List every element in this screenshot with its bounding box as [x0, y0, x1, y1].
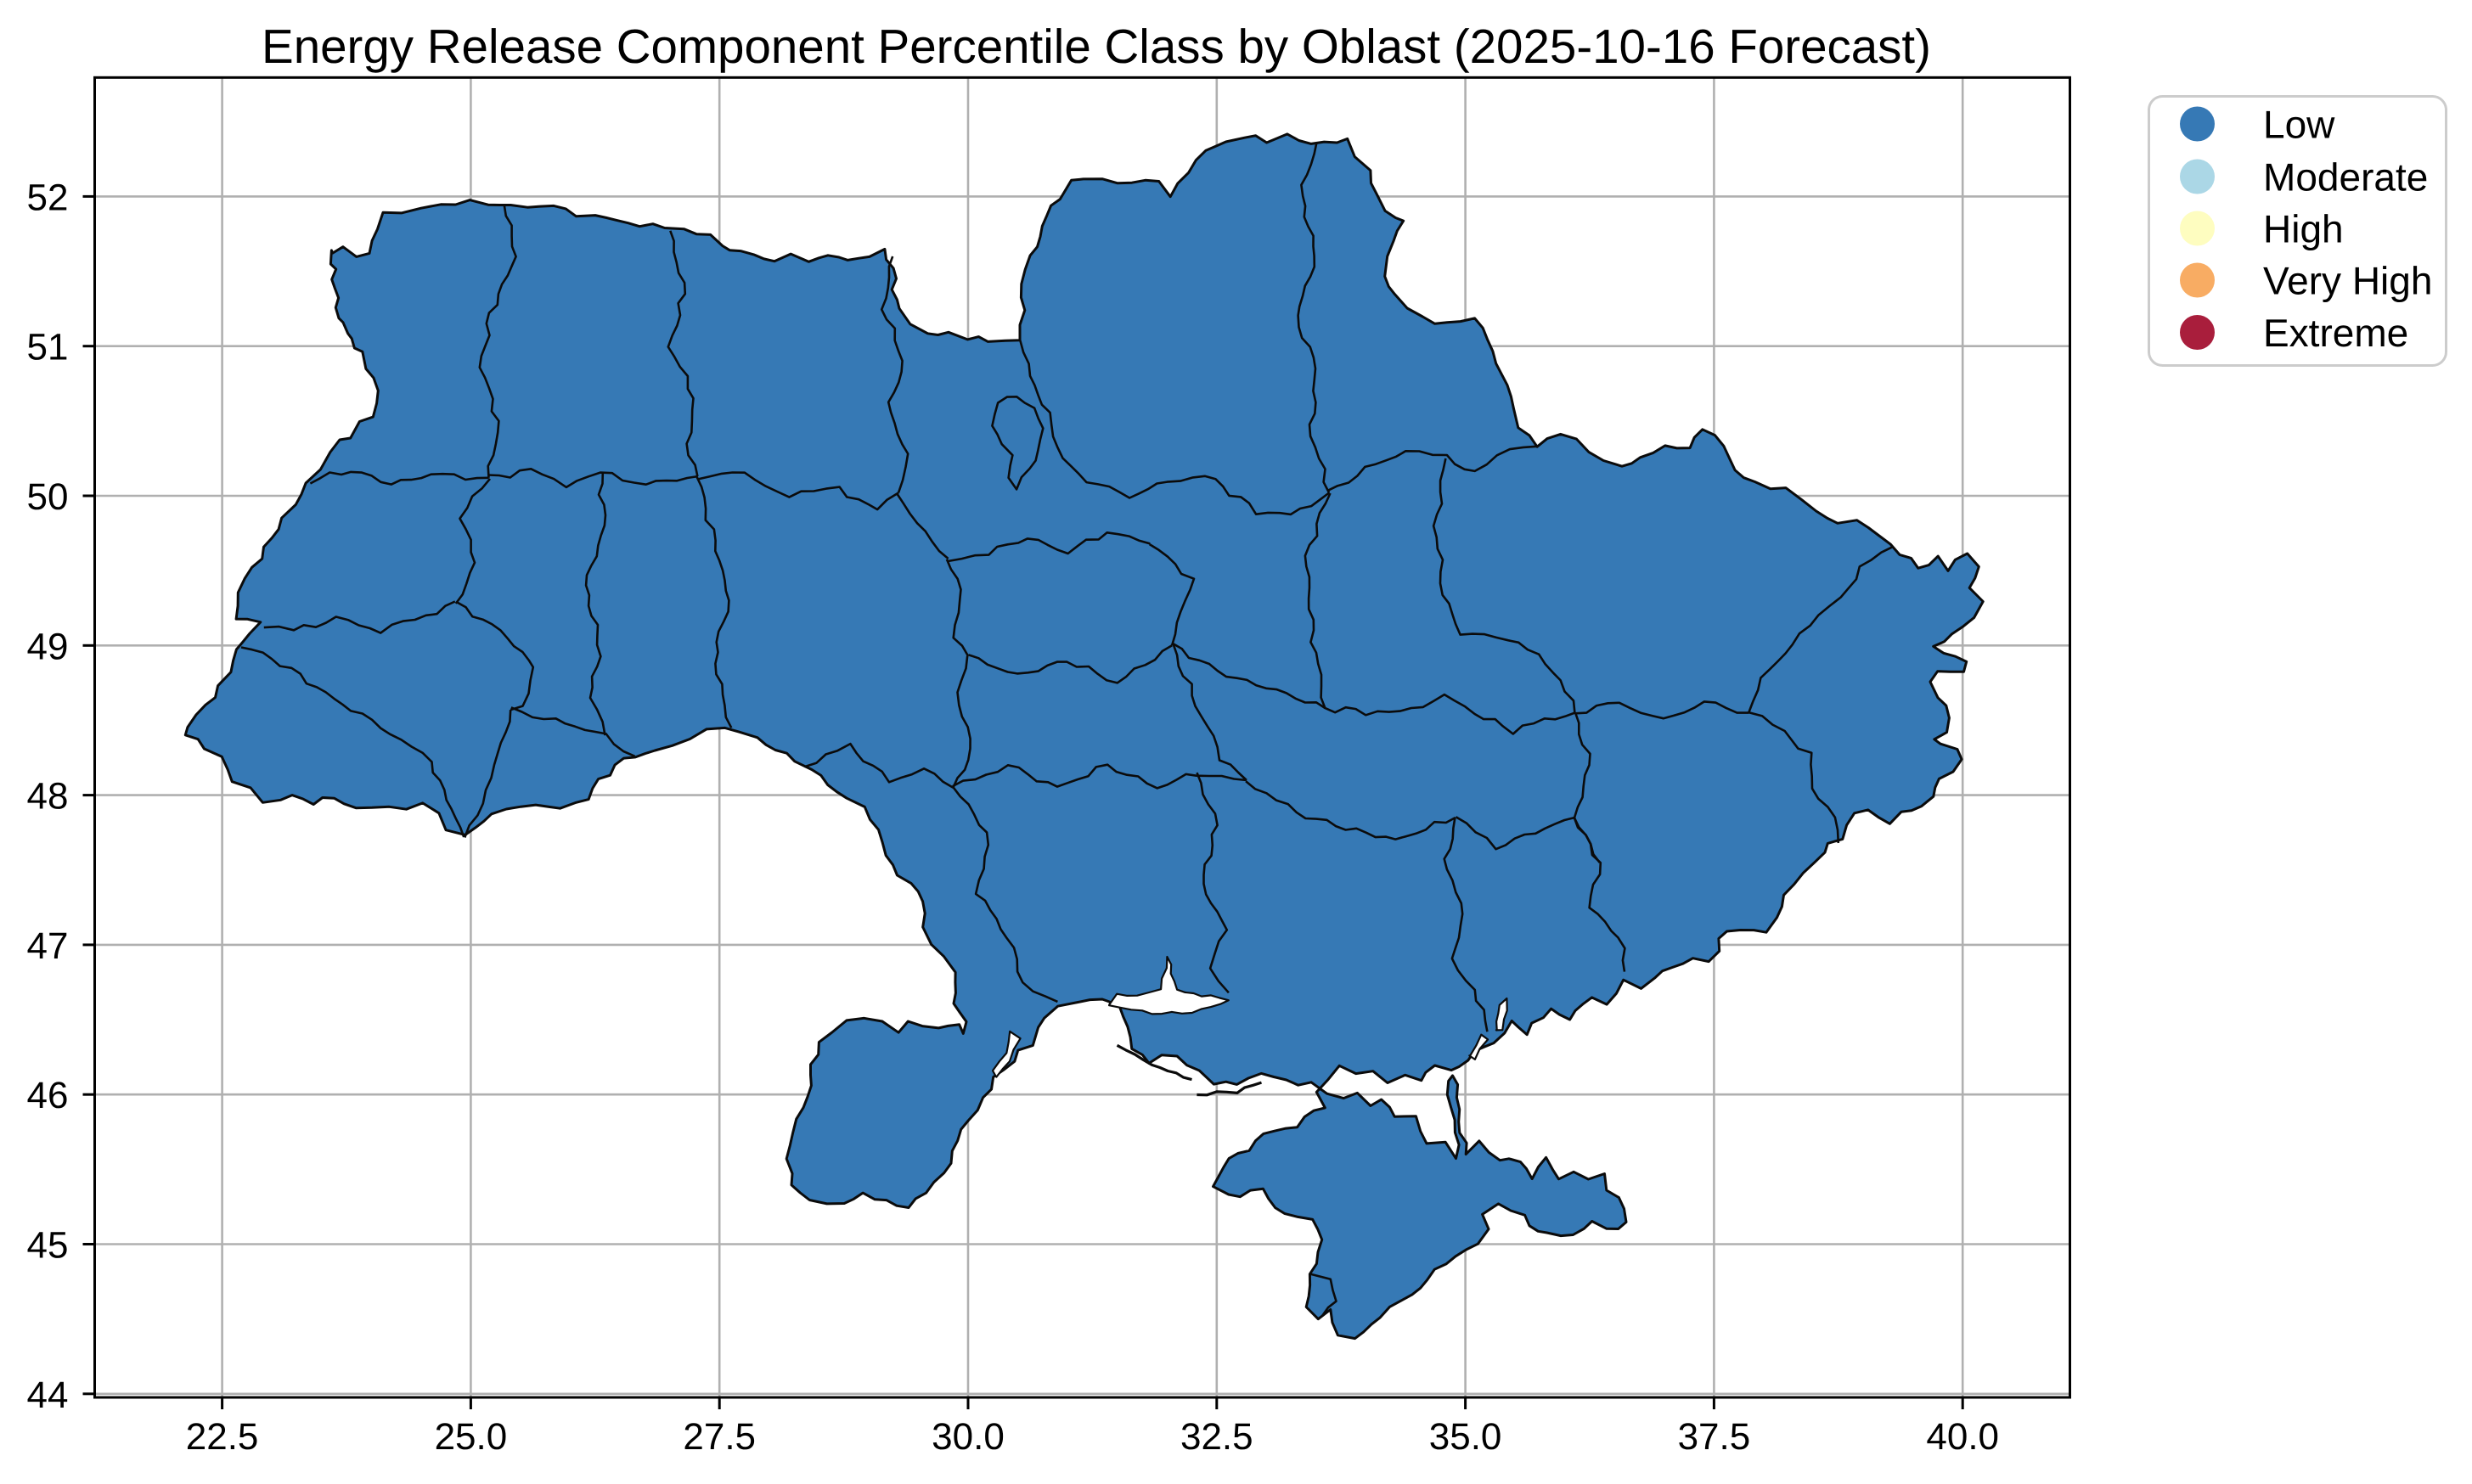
svg-text:40.0: 40.0 [1926, 1416, 1999, 1458]
svg-text:Moderate: Moderate [2263, 155, 2428, 200]
svg-text:30.0: 30.0 [932, 1416, 1005, 1458]
svg-text:37.5: 37.5 [1678, 1416, 1751, 1458]
svg-text:46: 46 [27, 1075, 69, 1116]
svg-text:25.0: 25.0 [435, 1416, 508, 1458]
svg-text:47: 47 [27, 925, 69, 967]
svg-text:32.5: 32.5 [1180, 1416, 1253, 1458]
svg-text:Very High: Very High [2263, 259, 2432, 303]
svg-text:48: 48 [27, 776, 69, 818]
svg-text:35.0: 35.0 [1429, 1416, 1502, 1458]
svg-text:27.5: 27.5 [683, 1416, 756, 1458]
svg-text:49: 49 [27, 626, 69, 667]
svg-text:Low: Low [2263, 103, 2335, 147]
svg-text:22.5: 22.5 [186, 1416, 259, 1458]
svg-text:44: 44 [27, 1374, 69, 1416]
svg-text:50: 50 [27, 476, 69, 518]
svg-text:45: 45 [27, 1225, 69, 1267]
svg-text:Extreme: Extreme [2263, 311, 2408, 355]
svg-text:Energy Release Component Perce: Energy Release Component Percentile Clas… [262, 20, 1931, 73]
svg-text:52: 52 [27, 177, 69, 218]
svg-text:51: 51 [27, 327, 69, 368]
svg-text:High: High [2263, 207, 2344, 251]
